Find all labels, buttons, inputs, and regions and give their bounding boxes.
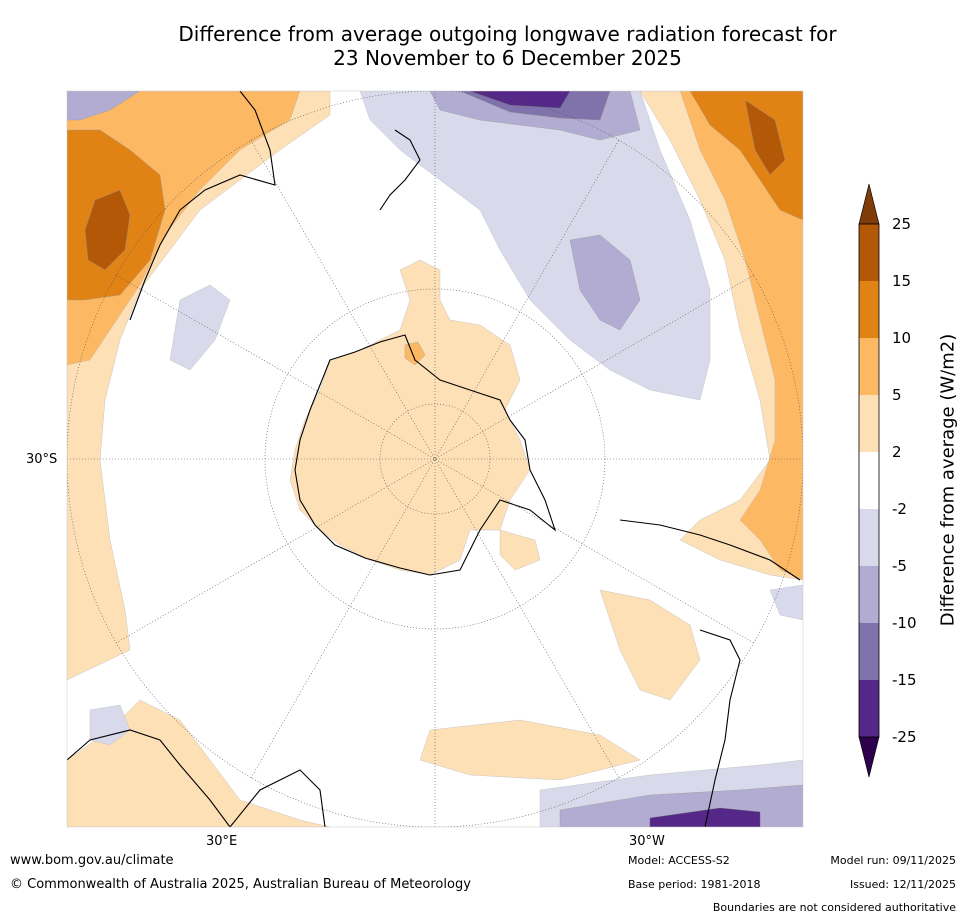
colorbar-tick: -5 bbox=[892, 557, 907, 575]
colorbar-tick: 2 bbox=[892, 443, 902, 461]
colorbar-tick: 15 bbox=[892, 272, 911, 290]
lon-label-30w: 30°W bbox=[629, 834, 665, 849]
website-link[interactable]: www.bom.gov.au/climate bbox=[10, 853, 174, 868]
colorbar-band-m15-m25 bbox=[859, 680, 879, 737]
lat-label-30s: 30°S bbox=[26, 452, 58, 467]
colorbar-title: Difference from average (W/m2) bbox=[937, 333, 959, 627]
colorbar-band-15-25 bbox=[859, 224, 879, 281]
colorbar-extend-top bbox=[858, 183, 880, 225]
map-frame bbox=[66, 90, 804, 828]
model-text: Model: ACCESS-S2 bbox=[628, 854, 730, 867]
issued-text: Issued: 12/11/2025 bbox=[849, 878, 956, 891]
colorbar-tick: -10 bbox=[892, 614, 917, 632]
positive-anomaly-areas bbox=[67, 91, 803, 827]
lon-label-30e: 30°E bbox=[206, 834, 238, 849]
title-line-1: Difference from average outgoing longwav… bbox=[178, 22, 837, 46]
colorbar: 25 15 10 5 2 -2 -5 -10 -15 -25 bbox=[858, 183, 917, 778]
colorbar-tick: 10 bbox=[892, 329, 911, 347]
base-period-text: Base period: 1981-2018 bbox=[628, 878, 761, 891]
colorbar-tick: -15 bbox=[892, 671, 917, 689]
colorbar-band-10-15 bbox=[859, 281, 879, 338]
copyright-text: © Commonwealth of Australia 2025, Austra… bbox=[10, 877, 471, 892]
colorbar-band-m5-m10 bbox=[859, 566, 879, 623]
map-field bbox=[67, 91, 803, 827]
colorbar-band-m2-m5 bbox=[859, 509, 879, 566]
colorbar-tick: -25 bbox=[892, 728, 917, 746]
disclaimer-text: Boundaries are not considered authoritat… bbox=[712, 901, 956, 914]
colorbar-band-2-5 bbox=[859, 395, 879, 452]
colorbar-tick: 5 bbox=[892, 386, 902, 404]
negative-anomaly-areas bbox=[67, 91, 803, 827]
chart-title: Difference from average outgoing longwav… bbox=[100, 22, 915, 70]
colorbar-band-neutral bbox=[859, 452, 879, 509]
colorbar-band-m10-m15 bbox=[859, 623, 879, 680]
coastlines bbox=[67, 91, 801, 827]
colorbar-tick: 25 bbox=[892, 215, 911, 233]
colorbar-frame bbox=[858, 223, 880, 738]
colorbar-extend-bottom bbox=[858, 736, 880, 778]
title-line-2: 23 November to 6 December 2025 bbox=[333, 46, 682, 70]
colorbar-band-5-10 bbox=[859, 338, 879, 395]
graticule bbox=[67, 91, 803, 827]
colorbar-ticks: 25 15 10 5 2 -2 -5 -10 -15 -25 bbox=[892, 215, 917, 746]
model-run-text: Model run: 09/11/2025 bbox=[830, 854, 956, 867]
colorbar-tick: -2 bbox=[892, 500, 907, 518]
